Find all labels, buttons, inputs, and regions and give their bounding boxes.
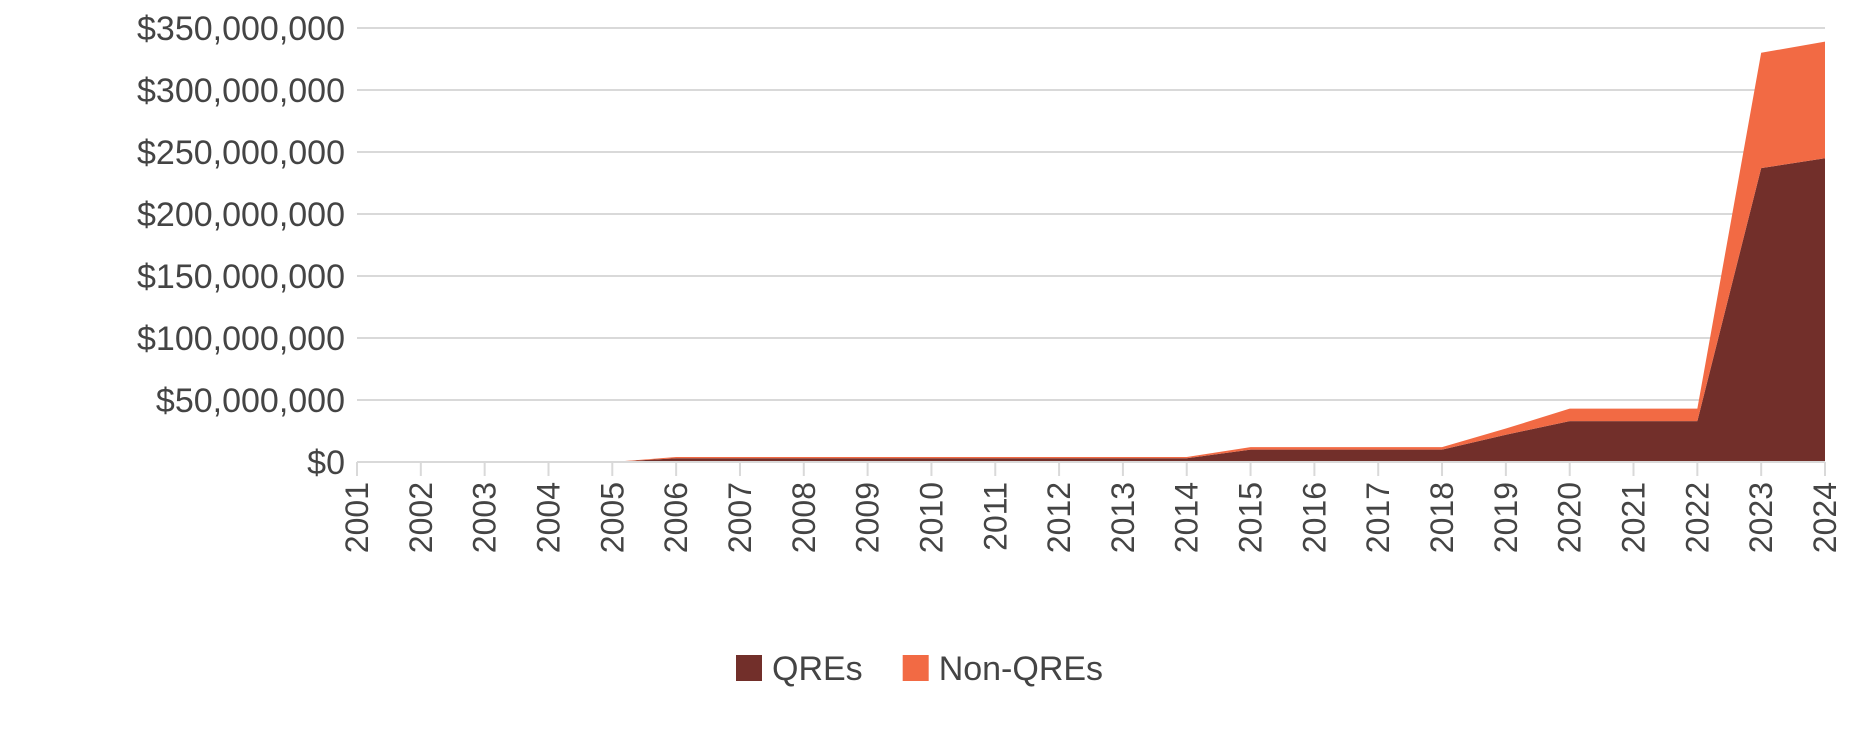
legend-label-qres: QREs (772, 650, 863, 688)
x-tick-label: 2011 (977, 482, 1013, 551)
x-tick-label: 2022 (1679, 482, 1715, 553)
x-tick-label: 2009 (850, 482, 886, 553)
y-tick-label: $350,000,000 (137, 10, 345, 48)
legend-swatch-non-qres (902, 655, 929, 681)
y-tick-label: $50,000,000 (156, 382, 345, 420)
y-tick-label: $300,000,000 (137, 72, 345, 110)
x-tick-label: 2023 (1743, 482, 1779, 553)
plot-areas (357, 41, 1825, 462)
x-tick-label: 2013 (1105, 482, 1141, 553)
y-tick-label: $200,000,000 (137, 196, 345, 234)
area-qres (357, 158, 1825, 462)
y-tick-label: $0 (307, 444, 345, 482)
x-tick-label: 2024 (1807, 482, 1843, 553)
x-tick-label: 2004 (530, 482, 566, 553)
y-tick-label: $250,000,000 (137, 134, 345, 172)
x-tick-label: 2015 (1233, 482, 1269, 553)
x-tick-label: 2021 (1616, 482, 1652, 553)
x-tick-label: 2005 (594, 482, 630, 553)
x-tick-label: 2007 (722, 482, 758, 553)
x-tick-label: 2014 (1169, 482, 1205, 553)
area-non-qres (357, 41, 1825, 462)
legend-swatch-qres (736, 655, 762, 681)
x-tick-label: 2017 (1360, 482, 1396, 553)
x-axis-tick-labels: 2001 2002 2003 2004 2005 2006 2007 2008 2009 2010… (339, 482, 1843, 553)
x-tick-label: 2012 (1041, 482, 1077, 553)
y-tick-label: $150,000,000 (137, 258, 345, 296)
y-tick-label: $100,000,000 (137, 320, 345, 358)
legend: QREs Non-QREs (736, 650, 1103, 688)
x-tick-label: 2006 (658, 482, 694, 553)
y-axis-tick-labels: $0 $50,000,000 $100,000,000 $150,000,000 $20… (137, 10, 345, 482)
legend-label-non-qres: Non-QREs (939, 650, 1103, 688)
x-tick-label: 2010 (913, 482, 949, 553)
axes (356, 461, 1826, 476)
x-tick-label: 2001 (339, 482, 375, 553)
x-tick-label: 2020 (1552, 482, 1588, 553)
x-tick-label: 2002 (403, 482, 439, 553)
x-tick-label: 2016 (1296, 482, 1332, 553)
x-tick-label: 2019 (1488, 482, 1524, 553)
x-tick-label: 2003 (467, 482, 503, 553)
gridlines (357, 27, 1825, 401)
x-tick-label: 2008 (786, 482, 822, 553)
x-tick-label: 2018 (1424, 482, 1460, 553)
